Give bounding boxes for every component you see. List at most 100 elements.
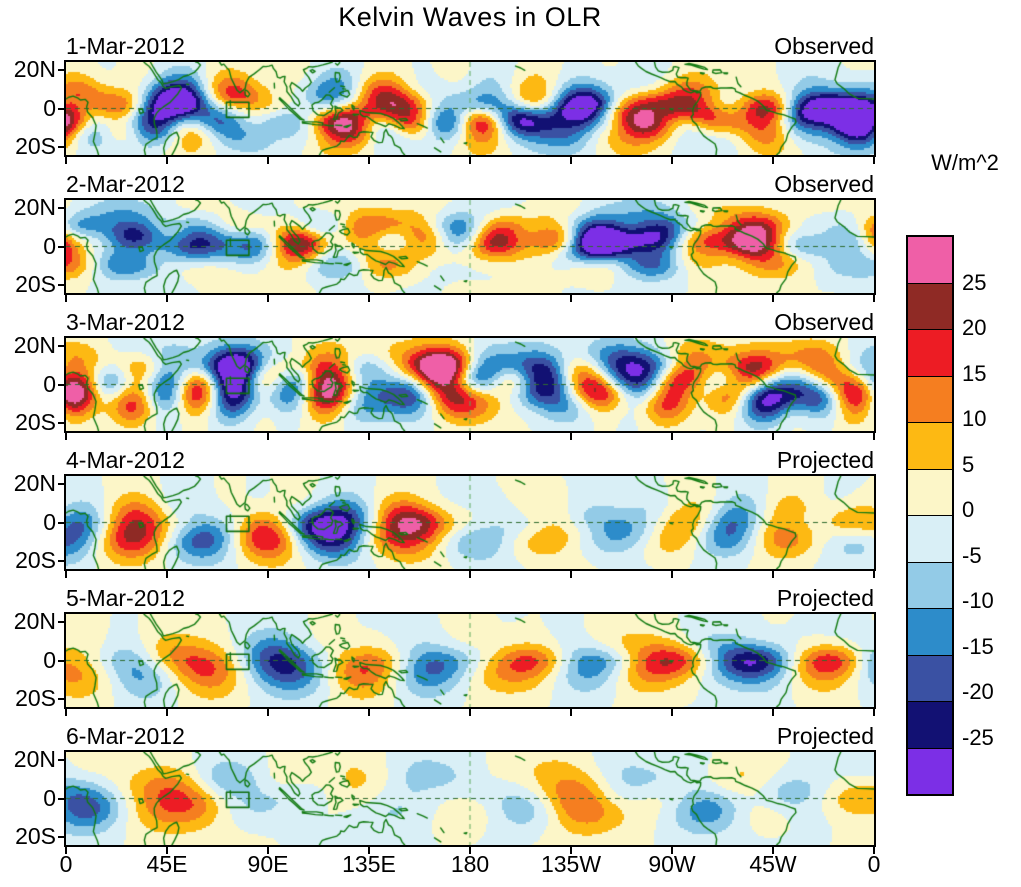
colorbar-segment bbox=[908, 329, 952, 376]
y-tick-label: 20N bbox=[13, 331, 56, 358]
y-tick-label: 20N bbox=[13, 469, 56, 496]
map-canvas-5 bbox=[64, 612, 876, 709]
map-canvas-1 bbox=[64, 60, 876, 157]
colorbar-segment bbox=[908, 468, 952, 515]
x-tick-mark bbox=[772, 847, 774, 854]
x-tick-mark bbox=[671, 709, 673, 716]
x-tick-mark bbox=[65, 433, 67, 440]
x-tick-label: 45W bbox=[749, 851, 797, 877]
x-tick-label: 90W bbox=[648, 851, 696, 877]
y-tick-mark bbox=[58, 659, 64, 662]
figure-title: Kelvin Waves in OLR bbox=[338, 2, 602, 32]
y-tick-label: 20N bbox=[13, 607, 56, 634]
panel-date-label: 2-Mar-2012 bbox=[66, 171, 185, 197]
panel-3: 3-Mar-2012 Observed 20N 0 20S bbox=[0, 309, 1021, 450]
y-tick-label: 20S bbox=[15, 823, 56, 850]
x-tick-mark bbox=[65, 571, 67, 578]
y-tick-mark bbox=[58, 107, 64, 110]
x-tick-mark bbox=[166, 295, 168, 302]
map-canvas-3 bbox=[64, 336, 876, 433]
y-tick-mark bbox=[58, 146, 64, 149]
y-tick-mark bbox=[58, 206, 64, 209]
x-tick-label: 0 bbox=[59, 851, 73, 877]
panel-status-label: Observed bbox=[774, 171, 874, 197]
y-tick-mark bbox=[58, 245, 64, 248]
panel-status-label: Projected bbox=[776, 585, 874, 611]
colorbar-segment bbox=[908, 701, 952, 748]
colorbar-segment bbox=[908, 608, 952, 655]
colorbar-tick-label: -20 bbox=[962, 679, 994, 704]
x-tick-label: 90E bbox=[247, 851, 289, 877]
x-tick-mark bbox=[772, 709, 774, 716]
x-tick-mark bbox=[469, 847, 471, 854]
x-tick-mark bbox=[65, 709, 67, 716]
colorbar-segment bbox=[908, 515, 952, 562]
colorbar-tick-label: 0 bbox=[962, 497, 975, 522]
panel-status-label: Observed bbox=[774, 33, 874, 59]
panel-4: 4-Mar-2012 Projected 20N 0 20S bbox=[0, 447, 1021, 588]
y-tick-mark bbox=[58, 797, 64, 800]
colorbar-tick-label: -25 bbox=[962, 724, 994, 750]
x-tick-mark bbox=[368, 295, 370, 302]
x-tick-mark bbox=[772, 295, 774, 302]
x-tick-mark bbox=[166, 433, 168, 440]
x-tick-mark bbox=[65, 847, 67, 854]
panel-date-label: 1-Mar-2012 bbox=[66, 33, 185, 59]
y-tick-label: 20N bbox=[13, 55, 56, 82]
x-tick-mark bbox=[267, 295, 269, 302]
y-tick-mark bbox=[58, 344, 64, 347]
y-tick-mark bbox=[58, 758, 64, 761]
y-tick-label: 20S bbox=[15, 685, 56, 712]
x-tick-mark bbox=[873, 571, 875, 578]
colorbar-segment bbox=[908, 747, 952, 794]
x-axis: 0 45E 90E 135E 180 135W 90W 45W 0 bbox=[0, 851, 1021, 883]
x-tick-label: 135W bbox=[540, 851, 602, 877]
x-tick-mark bbox=[368, 433, 370, 440]
y-tick-mark bbox=[58, 422, 64, 425]
y-tick-mark bbox=[58, 284, 64, 287]
x-tick-mark bbox=[469, 157, 471, 164]
panel-status-label: Observed bbox=[774, 309, 874, 335]
y-tick-mark bbox=[58, 383, 64, 386]
x-tick-mark bbox=[368, 847, 370, 854]
y-tick-label: 0 bbox=[43, 232, 56, 259]
colorbar-tick-label: -15 bbox=[962, 633, 994, 659]
x-tick-mark bbox=[469, 571, 471, 578]
colorbar-units: W/m^2 bbox=[931, 150, 999, 175]
panel-date-label: 3-Mar-2012 bbox=[66, 309, 185, 335]
x-tick-mark bbox=[671, 157, 673, 164]
x-tick-mark bbox=[570, 709, 572, 716]
y-tick-label: 0 bbox=[43, 646, 56, 673]
x-tick-mark bbox=[267, 571, 269, 578]
map-canvas-4 bbox=[64, 474, 876, 571]
colorbar-segment bbox=[908, 237, 952, 283]
x-tick-mark bbox=[65, 295, 67, 302]
colorbar-tick-label: -5 bbox=[962, 542, 982, 568]
colorbar-tick-label: -10 bbox=[962, 588, 994, 613]
y-tick-label: 20S bbox=[15, 271, 56, 298]
x-tick-mark bbox=[166, 847, 168, 854]
colorbar-segment bbox=[908, 422, 952, 469]
x-tick-mark bbox=[368, 571, 370, 578]
x-tick-mark bbox=[570, 157, 572, 164]
y-tick-label: 0 bbox=[43, 370, 56, 397]
y-tick-label: 0 bbox=[43, 784, 56, 811]
x-tick-label: 45E bbox=[146, 851, 188, 877]
x-tick-mark bbox=[166, 709, 168, 716]
panel-date-label: 5-Mar-2012 bbox=[66, 585, 185, 611]
y-tick-label: 20S bbox=[15, 133, 56, 160]
panel-2: 2-Mar-2012 Observed 20N 0 20S bbox=[0, 171, 1021, 312]
x-tick-label: 180 bbox=[450, 851, 490, 877]
x-tick-mark bbox=[267, 157, 269, 164]
x-tick-mark bbox=[671, 433, 673, 440]
colorbar-tick-label: 10 bbox=[962, 406, 987, 431]
colorbar-tick-label: 25 bbox=[962, 269, 987, 295]
panel-1: 1-Mar-2012 Observed 20N 0 20S bbox=[0, 33, 1021, 174]
map-canvas-6 bbox=[64, 750, 876, 847]
x-tick-mark bbox=[469, 709, 471, 716]
y-tick-label: 20N bbox=[13, 193, 56, 220]
colorbar-bar bbox=[906, 235, 954, 796]
colorbar-segment bbox=[908, 375, 952, 422]
panel-date-label: 6-Mar-2012 bbox=[66, 723, 185, 749]
